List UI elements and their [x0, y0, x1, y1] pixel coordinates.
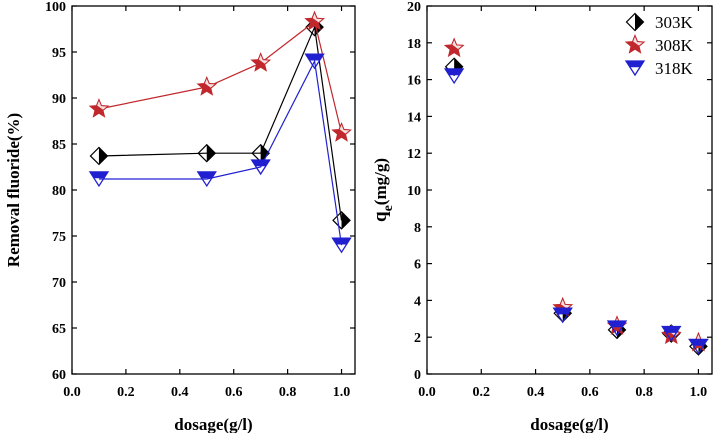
y-tick-label: 75: [52, 230, 66, 245]
y-tick-label: 6: [414, 258, 421, 273]
x-tick-label: 0.6: [225, 385, 243, 400]
x-tick-label: 1.0: [333, 385, 351, 400]
data-point-303K: [197, 143, 217, 163]
data-point-318K: [250, 159, 271, 176]
y-tick-label: 12: [407, 147, 421, 162]
y-axis-label-main: q: [370, 211, 391, 222]
y-axis-label-subscript: e: [381, 205, 396, 211]
y-tick-label: 85: [52, 138, 66, 153]
x-tick-label: 0.0: [63, 385, 81, 400]
data-point-318K: [661, 325, 682, 342]
y-tick-label: 65: [52, 322, 66, 337]
y-tick-label: 10: [407, 184, 421, 199]
y-tick-label: 80: [52, 184, 66, 199]
data-point-308K: [304, 10, 325, 31]
x-tick-label: 0.8: [279, 385, 297, 400]
data-point-318K: [443, 68, 465, 85]
y-tick-label: 14: [407, 110, 421, 125]
legend-label-303K: 303K: [655, 13, 694, 32]
legend-marker-308K: [624, 34, 646, 54]
data-point-308K: [196, 76, 218, 96]
y-tick-label: 16: [407, 74, 421, 89]
data-point-308K: [443, 37, 465, 58]
legend-marker-303K: [625, 12, 645, 32]
series-line-303K: [98, 24, 343, 221]
y-axis-label-unit: (mg/g): [371, 158, 390, 205]
right-chart-panel: 0.0 0.2 0.4 0.6 0.8 1.0 0 2 4 6 8 10 12 14 16 18 20 dosag…: [370, 0, 713, 434]
x-tick-label: 0.4: [527, 385, 545, 400]
y-tick-label: 20: [407, 0, 421, 15]
plot-frame: [71, 5, 356, 375]
data-point-318K: [688, 338, 709, 355]
data-point-308K: [331, 122, 352, 142]
x-tick-label: 0.4: [171, 385, 189, 400]
x-tick-label: 1.0: [690, 385, 708, 400]
y-tick-label: 8: [414, 221, 421, 236]
data-point-303K: [332, 211, 351, 230]
y-tick-label: 2: [414, 331, 421, 346]
data-point-318K: [304, 53, 325, 70]
y-tick-label: 18: [407, 37, 421, 52]
left-chart-panel: 0.0 0.2 0.4 0.6 0.8 1.0 60 65 70 75 80 85 90 95 100 dos…: [4, 0, 356, 434]
y-tick-label: 0: [414, 368, 421, 383]
legend-marker-318K: [624, 60, 646, 77]
legend-label-308K: 308K: [655, 36, 694, 55]
y-axis-label: Removal fluoride(%): [4, 113, 23, 267]
x-tick-label: 0.0: [418, 385, 436, 400]
series-line-318K: [99, 59, 343, 246]
x-axis-label: dosage(g/l): [174, 415, 252, 433]
x-tick-label: 0.2: [117, 385, 135, 400]
series-line-308K: [98, 20, 343, 134]
data-point-318K: [552, 307, 573, 324]
y-axis-label: qe(mg/g): [370, 158, 396, 222]
data-point-308K: [88, 98, 110, 118]
legend-label-318K: 318K: [655, 59, 694, 78]
x-tick-label: 0.6: [581, 385, 599, 400]
x-axis-label: dosage(g/l): [530, 415, 608, 433]
legend: 303K 308K 318K: [624, 12, 694, 78]
data-point-303K: [89, 146, 109, 166]
y-tick-label: 90: [52, 92, 66, 107]
x-tick-label: 0.2: [473, 385, 491, 400]
data-point-318K: [606, 320, 628, 337]
data-point-318K: [331, 237, 352, 254]
y-tick-label: 60: [52, 368, 66, 383]
y-tick-label: 70: [52, 276, 66, 291]
data-point-318K: [196, 171, 217, 188]
x-tick-label: 0.8: [635, 385, 653, 400]
y-tick-label: 95: [52, 46, 66, 61]
data-point-318K: [88, 171, 110, 188]
data-point-308K: [250, 52, 271, 72]
y-tick-label: 4: [414, 294, 421, 309]
y-tick-label: 100: [45, 0, 66, 15]
